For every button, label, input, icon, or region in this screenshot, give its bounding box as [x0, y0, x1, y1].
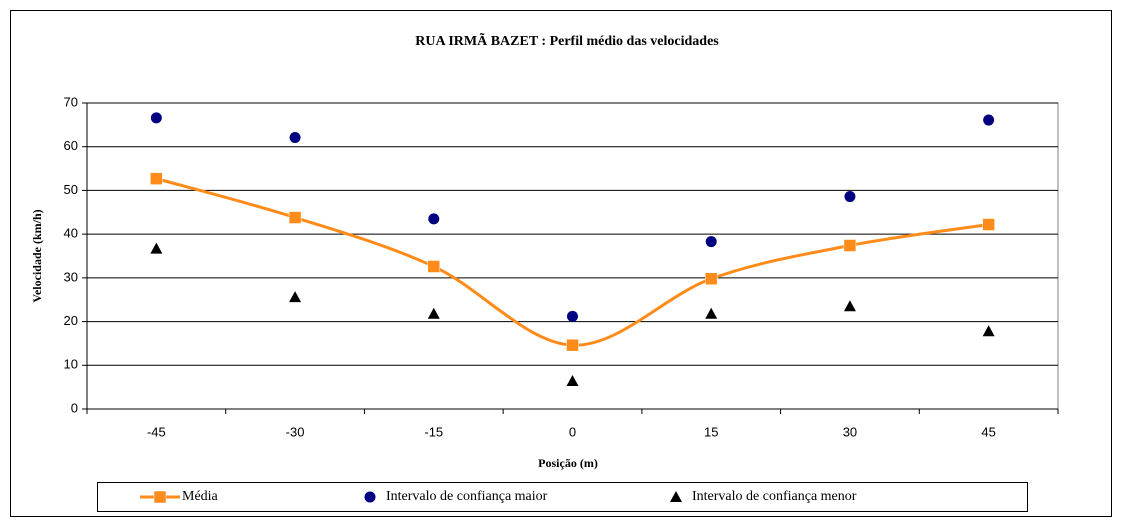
x-tick-label: -30 [286, 424, 305, 439]
point [566, 375, 579, 387]
point [288, 211, 302, 224]
point [289, 132, 301, 144]
y-tick-label: 0 [71, 400, 78, 415]
legend-box [97, 482, 1028, 512]
point [427, 307, 440, 319]
point [983, 114, 995, 126]
y-tick-label: 60 [64, 138, 78, 153]
point [844, 191, 856, 203]
x-tick-label: 30 [843, 424, 857, 439]
point [427, 260, 441, 273]
x-tick-label: 0 [569, 424, 576, 439]
y-tick-label: 10 [64, 357, 78, 372]
point [150, 172, 163, 185]
point [566, 338, 579, 352]
point [843, 239, 857, 252]
point [705, 307, 718, 319]
y-tick-label: 40 [64, 226, 78, 241]
x-tick-label: -45 [147, 424, 166, 439]
legend-marker [153, 490, 167, 504]
point [982, 218, 995, 231]
y-axis-label: Velocidade (km/h) [30, 209, 44, 302]
legend-label: Intervalo de confiança menor [692, 489, 857, 504]
y-tick-label: 20 [64, 313, 78, 328]
x-axis-label: Posição (m) [538, 456, 598, 470]
point [567, 310, 578, 322]
legend-label: Média [182, 489, 219, 504]
point [704, 272, 718, 285]
chart-title: RUA IRMÃ BAZET : Perfil médio das veloci… [415, 31, 719, 49]
plot-area [86, 102, 1059, 410]
point [150, 112, 162, 124]
legend-marker [670, 491, 682, 502]
point [982, 325, 995, 337]
point [705, 236, 717, 248]
point [150, 242, 163, 254]
point [843, 300, 856, 312]
legend-label: Intervalo de confiança maior [386, 489, 548, 504]
y-tick-label: 50 [64, 182, 78, 197]
x-tick-label: 45 [981, 424, 995, 439]
point [289, 291, 302, 303]
x-tick-label: 15 [704, 424, 718, 439]
legend-marker [364, 491, 376, 503]
point [428, 213, 440, 225]
y-tick-label: 70 [64, 94, 78, 109]
y-tick-label: 30 [64, 269, 78, 284]
x-tick-label: -15 [424, 424, 443, 439]
